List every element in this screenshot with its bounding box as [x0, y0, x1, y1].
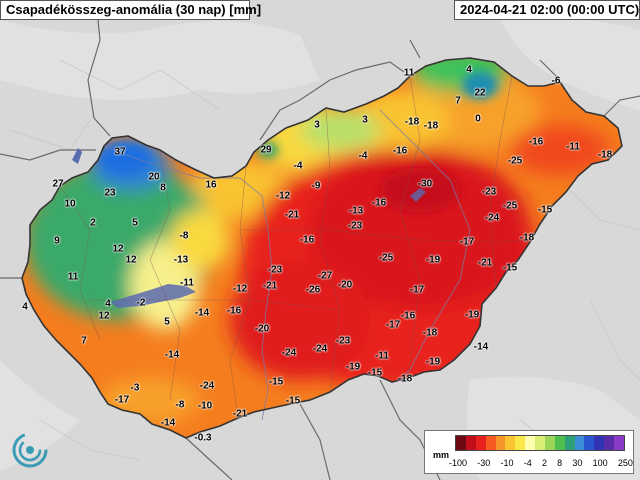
legend-color-bar: [455, 435, 625, 451]
service-logo: [12, 432, 48, 468]
timestamp: 2024-04-21 02:00 (00:00 UTC): [454, 0, 640, 20]
legend-swatch: [574, 436, 585, 450]
legend-swatch: [594, 436, 605, 450]
legend-swatch: [525, 436, 535, 450]
map-title: Csapadékösszeg-anomália (30 nap) [mm]: [0, 0, 261, 20]
legend-tick: 100: [592, 458, 608, 468]
legend-swatch: [465, 436, 476, 450]
legend-tick: 2: [541, 458, 547, 468]
legend-swatch: [554, 436, 565, 450]
color-legend: mm -100 -30 -10 -4 2 8 30 100 250: [424, 430, 634, 474]
legend-swatch: [515, 436, 526, 450]
legend-swatch: [475, 436, 486, 450]
legend-ticks: -100 -30 -10 -4 2 8 30 100 250: [449, 458, 633, 468]
legend-swatch: [535, 436, 545, 450]
legend-swatch: [564, 436, 575, 450]
legend-tick: 30: [572, 458, 583, 468]
legend-swatch: [544, 436, 555, 450]
legend-swatch: [456, 436, 466, 450]
legend-swatch: [614, 436, 624, 450]
legend-tick: -100: [449, 458, 468, 468]
legend-swatch: [485, 436, 496, 450]
legend-tick: -30: [477, 458, 491, 468]
hungary-border: [21, 57, 623, 439]
legend-swatch: [495, 436, 506, 450]
legend-swatch: [584, 436, 595, 450]
legend-swatch: [604, 436, 614, 450]
legend-tick: -4: [523, 458, 532, 468]
legend-swatch: [505, 436, 516, 450]
legend-tick: -10: [500, 458, 514, 468]
legend-tick: 250: [617, 458, 633, 468]
legend-unit: mm: [433, 450, 450, 460]
legend-tick: 8: [557, 458, 563, 468]
